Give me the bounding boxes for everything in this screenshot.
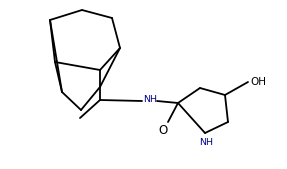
Text: NH: NH xyxy=(143,94,157,103)
Text: O: O xyxy=(158,124,168,137)
Text: OH: OH xyxy=(250,77,266,87)
Text: NH: NH xyxy=(199,138,213,147)
